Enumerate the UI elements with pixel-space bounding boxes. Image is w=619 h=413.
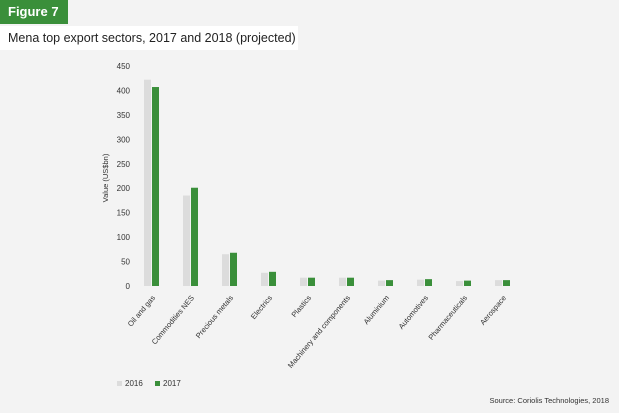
bar-2016-commodities-nes (183, 195, 190, 286)
bar-2017-aerospace (503, 280, 510, 286)
bar-2016-electrics (261, 272, 268, 286)
bar-2016-oil-and-gas (144, 79, 151, 286)
chart-title: Mena top export sectors, 2017 and 2018 (… (0, 26, 298, 50)
bar-2016-automotives (417, 279, 424, 286)
bar-2016-aerospace (495, 280, 502, 286)
bar-2017-commodities-nes (191, 187, 198, 286)
bar-2016-plastics (300, 277, 307, 286)
y-tick-label: 200 (117, 184, 131, 193)
bar-2017-plastics (308, 277, 315, 286)
legend-label-2016: 2016 (125, 379, 143, 388)
y-tick-label: 150 (117, 209, 131, 218)
x-tick-label: Aerospace (478, 294, 508, 327)
x-tick-label: Plastics (290, 293, 314, 319)
bar-2017-electrics (269, 271, 276, 286)
legend-swatch-2017 (155, 381, 160, 386)
legend-label-2017: 2017 (163, 379, 181, 388)
x-tick-label: Electrics (249, 293, 274, 321)
y-tick-label: 300 (117, 135, 131, 144)
y-axis: 0 50 100 150 200 250 300 350 400 450 (117, 62, 131, 291)
x-tick-label: Aluminium (362, 294, 391, 327)
source-note: Source: Coriolis Technologies, 2018 (489, 396, 609, 405)
y-tick-label: 0 (126, 282, 131, 291)
bar-2016-pharmaceuticals (456, 281, 463, 286)
x-tick-label: Commodities NES (150, 294, 196, 347)
bar-2016-precious-metals (222, 254, 229, 286)
y-tick-label: 400 (117, 86, 131, 95)
y-tick-label: 450 (117, 62, 131, 71)
y-tick-label: 250 (117, 160, 131, 169)
bars (144, 79, 510, 287)
bar-2017-oil-and-gas (152, 87, 159, 287)
y-tick-label: 100 (117, 233, 131, 242)
x-tick-label: Oil and gas (126, 293, 157, 328)
x-tick-label: Precious metals (194, 293, 235, 340)
bar-2017-pharmaceuticals (464, 280, 471, 286)
bar-2016-aluminium (378, 280, 385, 286)
bar-2017-automotives (425, 279, 432, 286)
legend-swatch-2016 (117, 381, 122, 386)
x-tick-label: Pharmaceuticals (426, 293, 469, 341)
figure-label: Figure 7 (0, 0, 68, 24)
y-axis-label: Value (US$bn) (101, 153, 110, 202)
bar-2017-precious-metals (230, 252, 237, 286)
legend: 2016 2017 (117, 379, 181, 388)
bar-2017-machinery-and-components (347, 277, 354, 286)
bar-2016-machinery-and-components (339, 277, 346, 286)
bar-2017-aluminium (386, 280, 393, 286)
y-tick-label: 350 (117, 111, 131, 120)
y-tick-label: 50 (121, 258, 130, 267)
x-tick-label: Automotives (397, 293, 431, 331)
